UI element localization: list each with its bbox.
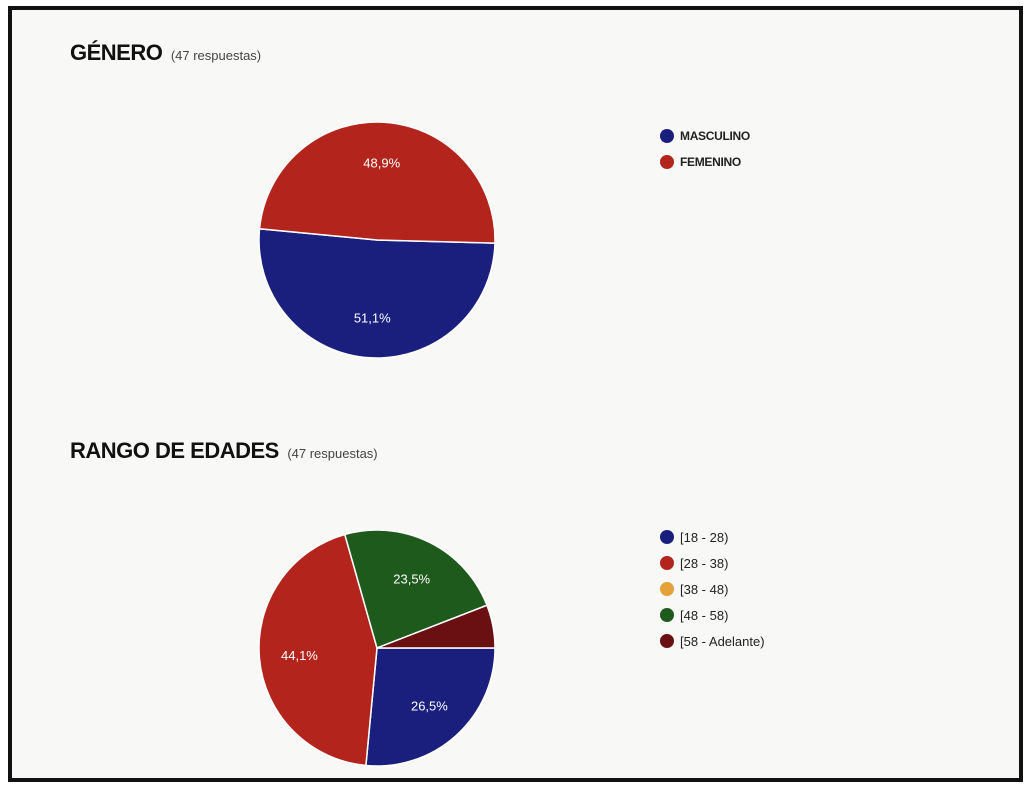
legend-swatch xyxy=(660,155,674,169)
legend-swatch xyxy=(660,634,674,648)
data-label-femenino: 48,9% xyxy=(363,155,400,170)
data-label-28-38: 44,1% xyxy=(281,648,318,663)
legend-swatch xyxy=(660,530,674,544)
gender-pie: 51,1% 48,9% xyxy=(258,121,496,359)
legend-label: [48 - 58) xyxy=(680,607,729,623)
legend-label: FEMENINO xyxy=(680,155,741,169)
gender-chart-title: GÉNERO (47 respuestas) xyxy=(70,40,261,66)
legend-item-18-28: [18 - 28) xyxy=(660,524,765,550)
data-label-masculino: 51,1% xyxy=(354,311,391,326)
pie-slice-18-28 xyxy=(365,647,496,767)
data-label-48-58: 23,5% xyxy=(393,571,430,586)
legend-swatch xyxy=(660,608,674,622)
legend-swatch xyxy=(660,582,674,596)
gender-subtitle-text: (47 respuestas) xyxy=(170,48,262,63)
legend-item-48-58: [48 - 58) xyxy=(660,602,765,628)
gender-title-text: GÉNERO xyxy=(70,40,163,65)
gender-legend: MASCULINO FEMENINO xyxy=(660,123,750,175)
legend-item-femenino: FEMENINO xyxy=(660,149,750,175)
legend-swatch xyxy=(660,129,674,143)
age-pie: 26,5% 44,1% 23,5% xyxy=(258,529,496,767)
age-chart-title: RANGO DE EDADES (47 respuestas) xyxy=(70,438,378,464)
legend-label: [38 - 48) xyxy=(680,581,729,597)
legend-label: MASCULINO xyxy=(680,129,750,143)
legend-item-28-38: [28 - 38) xyxy=(660,550,765,576)
age-subtitle-text: (47 respuestas) xyxy=(287,446,378,461)
age-legend: [18 - 28) [28 - 38) [38 - 48) [48 - 58) [58 … xyxy=(660,524,765,654)
data-label-18-28: 26,5% xyxy=(411,699,448,714)
legend-swatch xyxy=(660,556,674,570)
pie-slice-58-adelante xyxy=(376,604,496,649)
legend-label: [28 - 38) xyxy=(680,555,729,571)
legend-label: [58 - Adelante) xyxy=(680,633,765,649)
legend-item-38-48: [38 - 48) xyxy=(660,576,765,602)
legend-item-58-adelante: [58 - Adelante) xyxy=(660,628,765,654)
report-frame: GÉNERO (47 respuestas) 51,1% 48,9% MASCUL… xyxy=(8,6,1023,782)
legend-item-masculino: MASCULINO xyxy=(660,123,750,149)
age-title-text: RANGO DE EDADES xyxy=(70,438,279,463)
pie-slice-femenino xyxy=(258,121,496,244)
pie-slice-masculino xyxy=(258,227,496,359)
gender-chart: GÉNERO (47 respuestas) 51,1% 48,9% MASCUL… xyxy=(12,10,1019,410)
age-chart: RANGO DE EDADES (47 respuestas) 26,5% 44,… xyxy=(12,410,1019,780)
pie-slice-28-38 xyxy=(258,533,378,767)
legend-label: [18 - 28) xyxy=(680,529,729,545)
